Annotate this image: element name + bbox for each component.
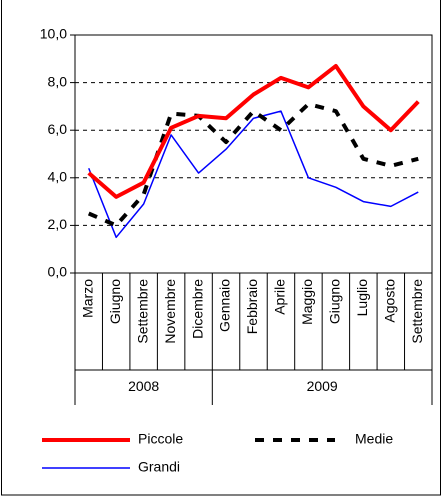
group-label: 2008 <box>128 378 159 394</box>
group-label: 2009 <box>307 378 338 394</box>
x-tick-label: Giugno <box>107 279 123 324</box>
x-tick-label: Giugno <box>327 279 343 324</box>
x-tick-label: Gennaio <box>217 279 233 332</box>
series-line <box>88 110 419 239</box>
legend-label: Grandi <box>138 459 180 475</box>
y-tick-label: 2,0 <box>48 216 68 232</box>
x-tick-label: Maggio <box>299 279 315 325</box>
x-tick-label: Marzo <box>79 279 95 318</box>
y-tick-label: 4,0 <box>48 169 68 185</box>
x-tick-label: Agosto <box>382 279 398 323</box>
y-tick-label: 8,0 <box>48 73 68 89</box>
series-line <box>87 102 419 228</box>
x-tick-label: Dicembre <box>189 279 205 339</box>
y-tick-label: 10,0 <box>40 26 67 42</box>
x-tick-label: Febbraio <box>244 279 260 334</box>
y-tick-label: 0,0 <box>48 264 68 280</box>
legend-label: Piccole <box>138 431 183 447</box>
legend-label: Medie <box>355 431 393 447</box>
y-tick-label: 6,0 <box>48 121 68 137</box>
series-line <box>87 63 420 199</box>
plot-frame <box>74 34 433 274</box>
x-tick-label: Settembre <box>409 279 425 344</box>
x-tick-label: Settembre <box>134 279 150 344</box>
x-tick-label: Aprile <box>272 279 288 315</box>
x-tick-label: Luglio <box>354 279 370 317</box>
x-tick-label: Novembre <box>162 279 178 344</box>
